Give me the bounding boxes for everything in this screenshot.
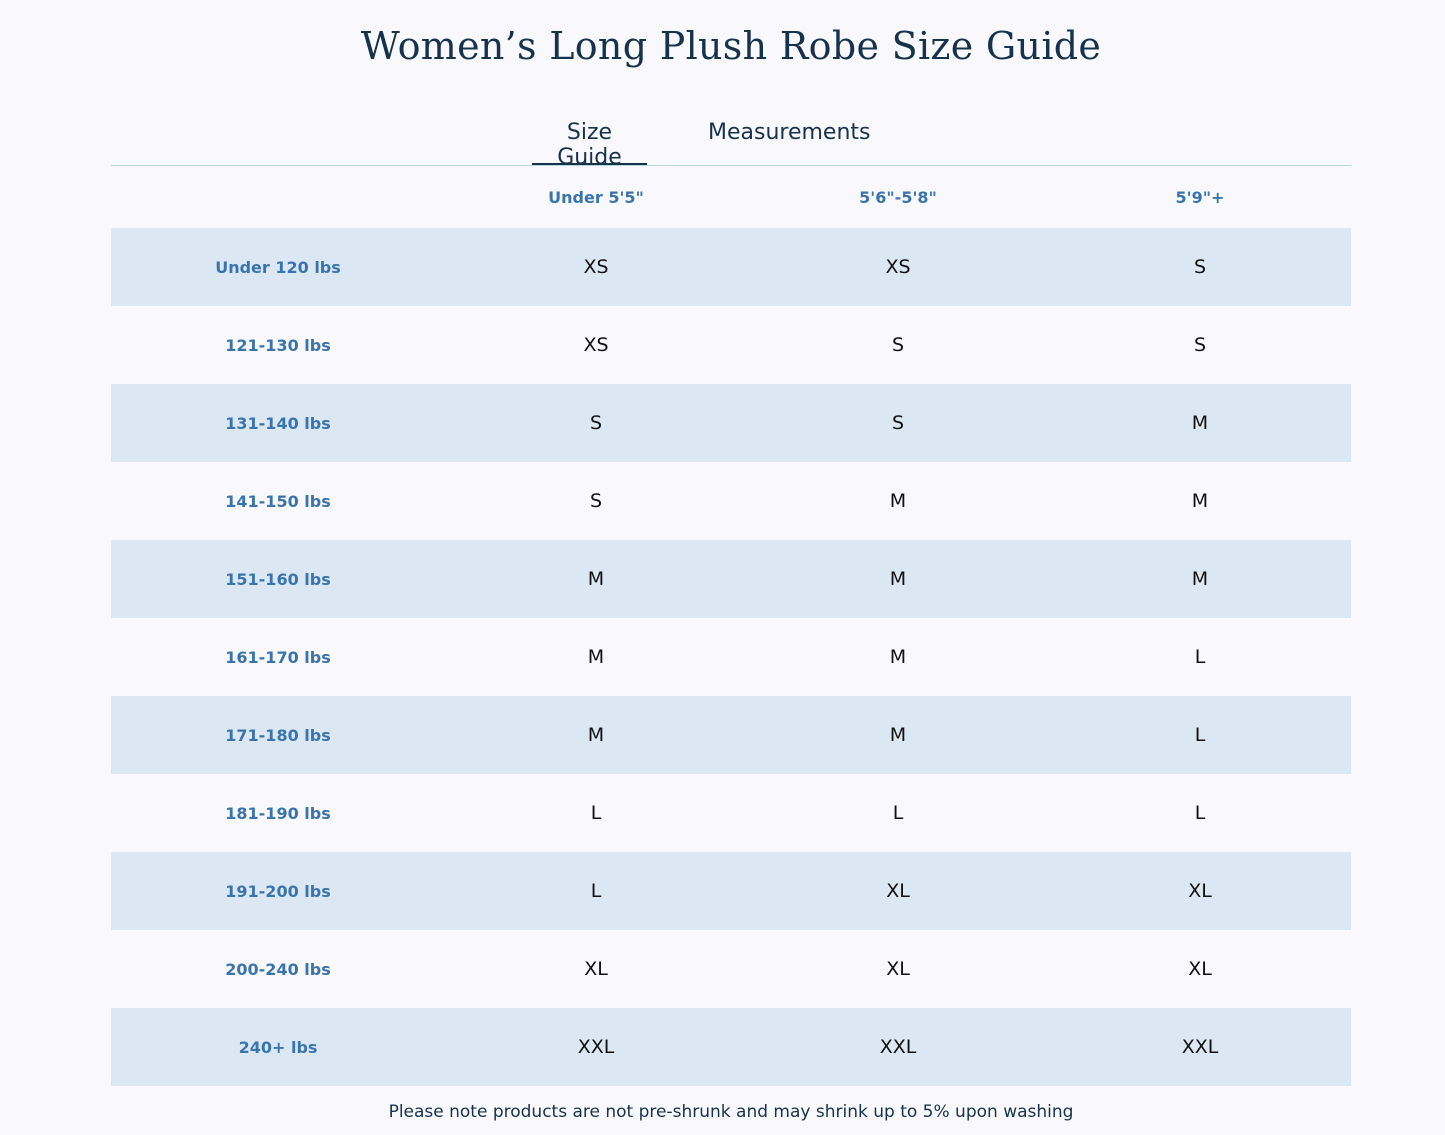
table-row: Under 120 lbs XS XS S	[111, 228, 1351, 306]
size-cell: XL	[1188, 958, 1212, 980]
size-cell: S	[589, 412, 603, 434]
tab-bar: Size Guide Measurements	[111, 112, 1351, 170]
size-cell: M	[587, 724, 605, 746]
row-header-weight: 141-150 lbs	[225, 491, 331, 511]
row-header-weight: Under 120 lbs	[215, 257, 341, 277]
table-row: 121-130 lbs XS S S	[111, 306, 1351, 384]
page-title: Women’s Long Plush Robe Size Guide	[360, 24, 1102, 68]
column-header-5-9-plus: 5'9"+	[1175, 187, 1225, 207]
tab-size-guide[interactable]: Size Guide	[532, 120, 647, 170]
row-header-weight: 121-130 lbs	[225, 335, 331, 355]
row-header-weight: 161-170 lbs	[225, 647, 331, 667]
size-cell: L	[1194, 646, 1206, 668]
table-row: 151-160 lbs M M M	[111, 540, 1351, 618]
size-cell: XXL	[577, 1036, 615, 1058]
table-row: 240+ lbs XXL XXL XXL	[111, 1008, 1351, 1086]
row-header-weight: 191-200 lbs	[225, 881, 331, 901]
column-header-5-6-to-5-8: 5'6"-5'8"	[859, 187, 937, 207]
row-header-weight: 181-190 lbs	[225, 803, 331, 823]
table-row: 181-190 lbs L L L	[111, 774, 1351, 852]
size-cell: M	[889, 490, 907, 512]
size-cell: L	[1194, 802, 1206, 824]
size-cell: M	[1191, 412, 1209, 434]
size-cell: M	[889, 568, 907, 590]
size-cell: XL	[886, 958, 910, 980]
shrinkage-note: Please note products are not pre-shrunk …	[388, 1102, 1074, 1122]
row-header-weight: 240+ lbs	[238, 1037, 318, 1057]
tab-measurements[interactable]: Measurements	[708, 120, 871, 145]
row-header-weight: 151-160 lbs	[225, 569, 331, 589]
size-cell: M	[889, 646, 907, 668]
size-cell: XS	[583, 256, 609, 278]
size-cell: S	[1193, 334, 1207, 356]
column-header-blank	[111, 166, 445, 228]
size-cell: L	[1194, 724, 1206, 746]
size-cell: XS	[583, 334, 609, 356]
size-cell: XS	[885, 256, 911, 278]
size-cell: M	[1191, 568, 1209, 590]
size-cell: XXL	[1181, 1036, 1219, 1058]
table-row: 200-240 lbs XL XL XL	[111, 930, 1351, 1008]
size-cell: XL	[1188, 880, 1212, 902]
size-cell: S	[891, 412, 905, 434]
size-cell: M	[587, 646, 605, 668]
size-cell: M	[889, 724, 907, 746]
table-header-row: Under 5'5" 5'6"-5'8" 5'9"+	[111, 166, 1351, 228]
size-cell: XXL	[879, 1036, 917, 1058]
table-row: 131-140 lbs S S M	[111, 384, 1351, 462]
table-row: 171-180 lbs M M L	[111, 696, 1351, 774]
size-cell: XL	[886, 880, 910, 902]
table-row: 141-150 lbs S M M	[111, 462, 1351, 540]
row-header-weight: 131-140 lbs	[225, 413, 331, 433]
size-cell: L	[590, 802, 602, 824]
size-cell: S	[589, 490, 603, 512]
column-header-under-5-5: Under 5'5"	[548, 187, 644, 207]
size-cell: M	[1191, 490, 1209, 512]
size-cell: L	[892, 802, 904, 824]
table-row: 191-200 lbs L XL XL	[111, 852, 1351, 930]
size-cell: S	[1193, 256, 1207, 278]
size-chart-table: Under 5'5" 5'6"-5'8" 5'9"+ Under 120 lbs…	[111, 166, 1351, 1086]
size-cell: XL	[584, 958, 608, 980]
size-cell: L	[590, 880, 602, 902]
row-header-weight: 200-240 lbs	[225, 959, 331, 979]
size-cell: S	[891, 334, 905, 356]
table-row: 161-170 lbs M M L	[111, 618, 1351, 696]
row-header-weight: 171-180 lbs	[225, 725, 331, 745]
size-cell: M	[587, 568, 605, 590]
